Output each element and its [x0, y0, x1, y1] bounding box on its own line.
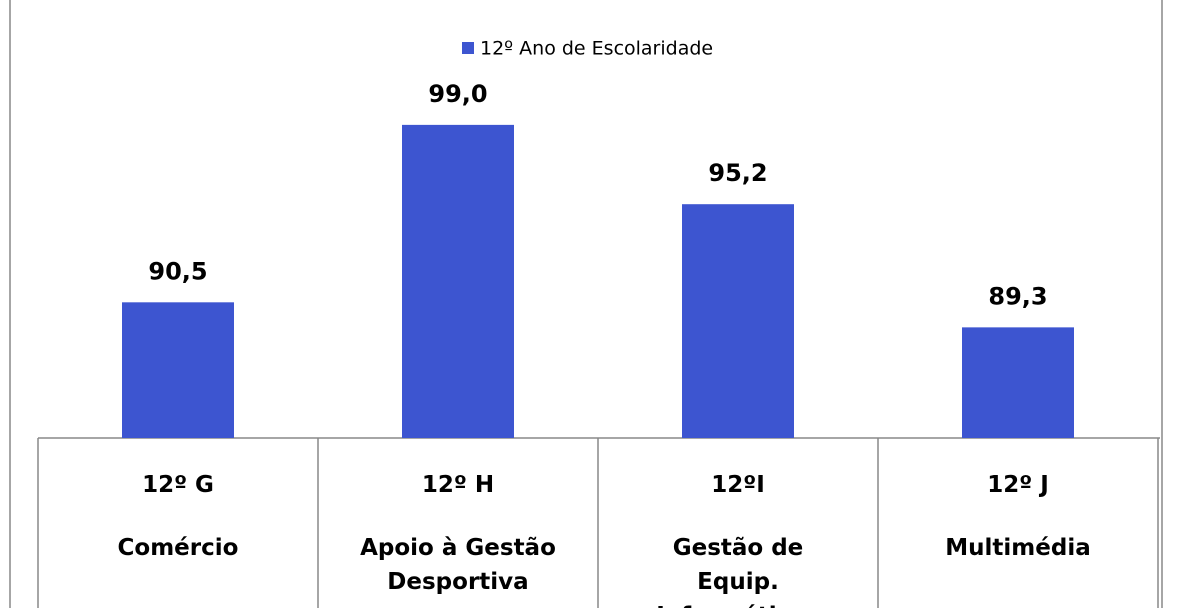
bar — [122, 302, 234, 438]
value-label: 95,2 — [708, 159, 767, 187]
course-name: Apoio à Gestão Desportiva — [360, 535, 556, 595]
course-name: Multimédia — [945, 535, 1091, 561]
category-code: 12ºI — [711, 472, 765, 498]
bar — [682, 204, 794, 438]
category-code: 12º J — [987, 472, 1049, 498]
legend-label: 12º Ano de Escolaridade — [480, 38, 713, 60]
value-label: 99,0 — [428, 80, 487, 108]
value-label: 90,5 — [148, 257, 207, 285]
bar — [402, 124, 514, 438]
course-name: Comércio — [117, 535, 239, 561]
value-label: 89,3 — [988, 282, 1047, 310]
bar — [962, 327, 1074, 438]
course-name: Gestão de Equip. Informáticos — [656, 535, 820, 608]
category-code: 12º G — [142, 472, 214, 498]
category-code: 12º H — [421, 472, 495, 498]
legend-swatch — [462, 42, 474, 54]
